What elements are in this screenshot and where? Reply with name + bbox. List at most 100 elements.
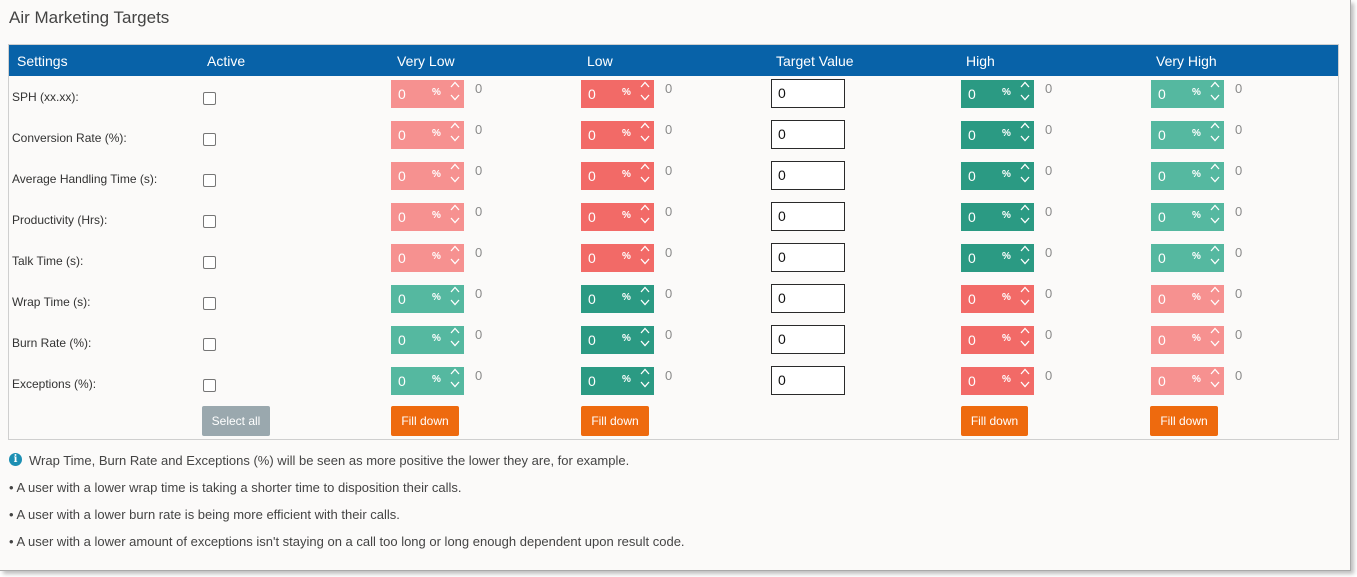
chevron-down-icon[interactable] (448, 340, 462, 352)
target-value-input[interactable]: 0 (771, 284, 845, 313)
chevron-up-icon[interactable] (448, 368, 462, 380)
chevron-up-icon[interactable] (1018, 122, 1032, 134)
chevron-up-icon[interactable] (1018, 163, 1032, 175)
very-high-percent-spinner[interactable]: 0% (1151, 162, 1224, 190)
very-low-percent-spinner[interactable]: 0% (391, 326, 464, 354)
chevron-down-icon[interactable] (1208, 94, 1222, 106)
chevron-down-icon[interactable] (638, 176, 652, 188)
chevron-down-icon[interactable] (638, 94, 652, 106)
fill-down-very-low-button[interactable]: Fill down (391, 406, 459, 436)
low-percent-spinner[interactable]: 0% (581, 162, 654, 190)
chevron-up-icon[interactable] (638, 81, 652, 93)
chevron-up-icon[interactable] (638, 245, 652, 257)
chevron-down-icon[interactable] (638, 217, 652, 229)
chevron-down-icon[interactable] (1018, 176, 1032, 188)
chevron-up-icon[interactable] (448, 204, 462, 216)
chevron-up-icon[interactable] (1208, 245, 1222, 257)
very-low-percent-spinner[interactable]: 0% (391, 244, 464, 272)
chevron-up-icon[interactable] (448, 122, 462, 134)
active-checkbox[interactable] (203, 379, 216, 392)
chevron-up-icon[interactable] (1208, 163, 1222, 175)
chevron-up-icon[interactable] (448, 81, 462, 93)
very-high-percent-spinner[interactable]: 0% (1151, 80, 1224, 108)
low-percent-spinner[interactable]: 0% (581, 367, 654, 395)
active-checkbox[interactable] (203, 297, 216, 310)
chevron-up-icon[interactable] (448, 327, 462, 339)
target-value-input[interactable]: 0 (771, 366, 845, 395)
chevron-down-icon[interactable] (1018, 299, 1032, 311)
target-value-input[interactable]: 0 (771, 325, 845, 354)
high-percent-spinner[interactable]: 0% (961, 326, 1034, 354)
chevron-down-icon[interactable] (638, 258, 652, 270)
chevron-down-icon[interactable] (448, 94, 462, 106)
chevron-down-icon[interactable] (638, 381, 652, 393)
chevron-down-icon[interactable] (448, 381, 462, 393)
chevron-up-icon[interactable] (638, 163, 652, 175)
very-high-percent-spinner[interactable]: 0% (1151, 121, 1224, 149)
chevron-up-icon[interactable] (1208, 368, 1222, 380)
chevron-down-icon[interactable] (1018, 217, 1032, 229)
chevron-down-icon[interactable] (1208, 217, 1222, 229)
chevron-down-icon[interactable] (448, 135, 462, 147)
chevron-down-icon[interactable] (448, 258, 462, 270)
very-low-percent-spinner[interactable]: 0% (391, 203, 464, 231)
very-low-percent-spinner[interactable]: 0% (391, 162, 464, 190)
chevron-up-icon[interactable] (1208, 81, 1222, 93)
very-low-percent-spinner[interactable]: 0% (391, 285, 464, 313)
chevron-down-icon[interactable] (638, 299, 652, 311)
fill-down-low-button[interactable]: Fill down (581, 406, 649, 436)
chevron-down-icon[interactable] (638, 340, 652, 352)
chevron-down-icon[interactable] (1018, 258, 1032, 270)
very-high-percent-spinner[interactable]: 0% (1151, 285, 1224, 313)
chevron-up-icon[interactable] (1018, 286, 1032, 298)
high-percent-spinner[interactable]: 0% (961, 162, 1034, 190)
very-low-percent-spinner[interactable]: 0% (391, 121, 464, 149)
chevron-up-icon[interactable] (1018, 368, 1032, 380)
select-all-button[interactable]: Select all (202, 406, 270, 436)
high-percent-spinner[interactable]: 0% (961, 121, 1034, 149)
chevron-up-icon[interactable] (638, 286, 652, 298)
chevron-up-icon[interactable] (638, 327, 652, 339)
high-percent-spinner[interactable]: 0% (961, 203, 1034, 231)
low-percent-spinner[interactable]: 0% (581, 203, 654, 231)
chevron-up-icon[interactable] (1208, 327, 1222, 339)
very-low-percent-spinner[interactable]: 0% (391, 367, 464, 395)
active-checkbox[interactable] (203, 92, 216, 105)
active-checkbox[interactable] (203, 256, 216, 269)
chevron-down-icon[interactable] (1208, 340, 1222, 352)
chevron-up-icon[interactable] (638, 122, 652, 134)
very-low-percent-spinner[interactable]: 0% (391, 80, 464, 108)
chevron-up-icon[interactable] (448, 245, 462, 257)
chevron-up-icon[interactable] (1018, 81, 1032, 93)
chevron-up-icon[interactable] (1208, 286, 1222, 298)
target-value-input[interactable]: 0 (771, 79, 845, 108)
chevron-down-icon[interactable] (1018, 340, 1032, 352)
chevron-down-icon[interactable] (448, 176, 462, 188)
high-percent-spinner[interactable]: 0% (961, 367, 1034, 395)
high-percent-spinner[interactable]: 0% (961, 80, 1034, 108)
chevron-down-icon[interactable] (638, 135, 652, 147)
chevron-up-icon[interactable] (638, 204, 652, 216)
chevron-down-icon[interactable] (448, 299, 462, 311)
target-value-input[interactable]: 0 (771, 202, 845, 231)
active-checkbox[interactable] (203, 174, 216, 187)
low-percent-spinner[interactable]: 0% (581, 326, 654, 354)
very-high-percent-spinner[interactable]: 0% (1151, 244, 1224, 272)
chevron-up-icon[interactable] (448, 286, 462, 298)
chevron-up-icon[interactable] (1208, 204, 1222, 216)
active-checkbox[interactable] (203, 133, 216, 146)
chevron-down-icon[interactable] (448, 217, 462, 229)
chevron-down-icon[interactable] (1018, 94, 1032, 106)
chevron-down-icon[interactable] (1018, 135, 1032, 147)
chevron-down-icon[interactable] (1018, 381, 1032, 393)
high-percent-spinner[interactable]: 0% (961, 285, 1034, 313)
chevron-up-icon[interactable] (1018, 327, 1032, 339)
low-percent-spinner[interactable]: 0% (581, 121, 654, 149)
chevron-down-icon[interactable] (1208, 381, 1222, 393)
fill-down-very-high-button[interactable]: Fill down (1150, 406, 1218, 436)
target-value-input[interactable]: 0 (771, 243, 845, 272)
low-percent-spinner[interactable]: 0% (581, 285, 654, 313)
fill-down-high-button[interactable]: Fill down (961, 406, 1028, 436)
high-percent-spinner[interactable]: 0% (961, 244, 1034, 272)
chevron-down-icon[interactable] (1208, 176, 1222, 188)
